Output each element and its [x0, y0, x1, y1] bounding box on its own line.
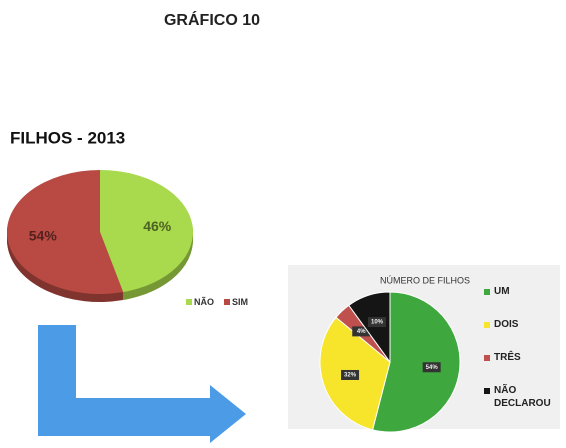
label-box [352, 326, 371, 337]
label-box [368, 317, 387, 328]
label-box [341, 369, 360, 380]
legend-swatch [484, 388, 490, 394]
legend-label: UM [494, 286, 510, 297]
page-title: GRÁFICO 10 [164, 10, 260, 29]
legend-label: DOIS [494, 319, 519, 330]
data-label: 4% [357, 329, 366, 335]
chart-title: FILHOS - 2013 [10, 128, 125, 147]
data-label: 46% [143, 218, 172, 234]
data-label: 10% [371, 320, 384, 326]
slice [371, 291, 461, 433]
legend-swatch [186, 299, 192, 305]
slice [6, 170, 124, 295]
arrow [38, 325, 246, 443]
data-label: 32% [344, 373, 357, 379]
legend-swatch [484, 355, 490, 361]
slice [100, 170, 193, 293]
legend-label: NÃO DECLAROU [494, 385, 551, 409]
legend-label: NÃO [194, 297, 214, 307]
label-box [422, 362, 441, 373]
data-label: 54% [426, 365, 439, 371]
legend-swatch [224, 299, 230, 305]
legend-swatch [484, 322, 490, 328]
chart-title: NÚMERO DE FILHOS [380, 275, 470, 285]
legend-label: SIM [232, 297, 248, 307]
legend-swatch [484, 289, 490, 295]
data-label: 54% [29, 228, 58, 244]
legend-label: TRÊS [494, 352, 521, 363]
